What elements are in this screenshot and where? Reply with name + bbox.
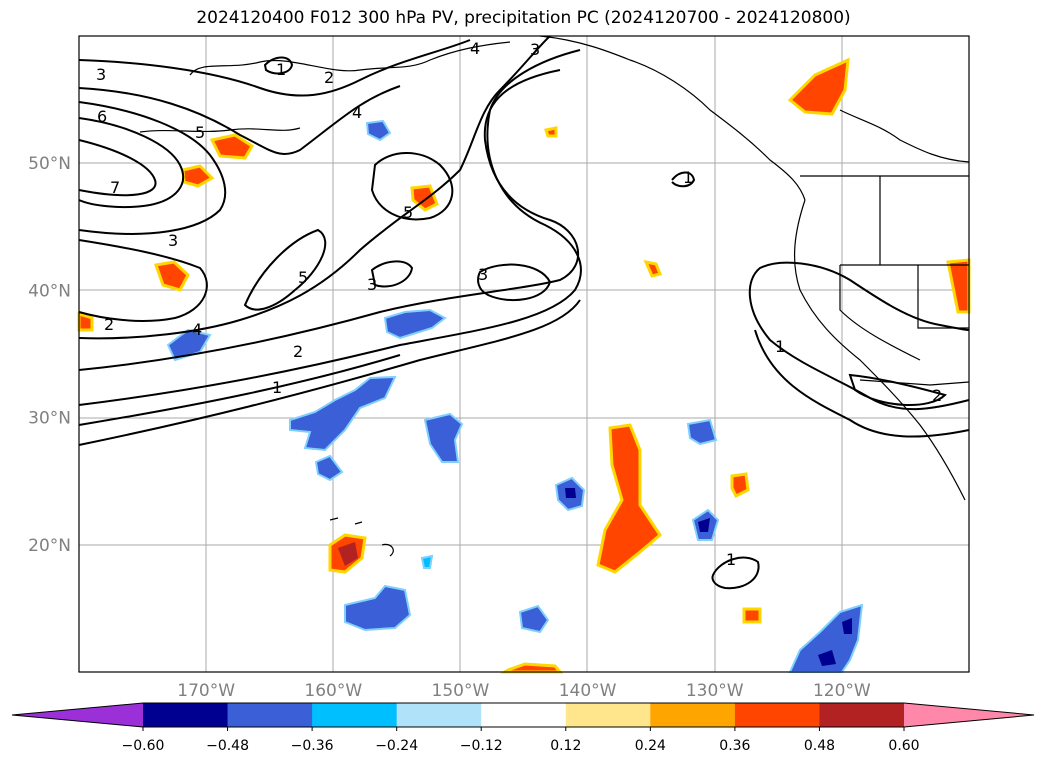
contour-label: 3: [530, 40, 540, 59]
map-title: 2024120400 F012 300 hPa PV, precipitatio…: [196, 8, 851, 28]
contour-label: 1: [726, 550, 736, 569]
contour-label: 2: [293, 342, 303, 361]
contour-label: 5: [298, 268, 308, 287]
colorbar-swatch: [312, 703, 398, 727]
longitude-tick-label: 170°W: [177, 681, 235, 701]
contour-label: 2: [104, 315, 114, 334]
map-frame: [78, 35, 970, 673]
contour-label: 2: [932, 386, 942, 405]
longitude-tick-label: 140°W: [559, 681, 617, 701]
contour-label: 3: [478, 265, 488, 284]
colorbar-tick-label: 0.12: [550, 738, 581, 754]
precip-negative-cores: [565, 488, 852, 666]
longitude-tick-label: 130°W: [686, 681, 744, 701]
contour-label: 4: [352, 103, 362, 122]
contour-label: 1: [683, 168, 693, 187]
colorbar-swatch: [396, 703, 482, 727]
latitude-tick-label: 40°N: [28, 281, 71, 301]
precip-positive-cores: [338, 542, 358, 566]
precip-negative-areas: [166, 119, 864, 673]
contour-label: 2: [324, 68, 334, 87]
colorbar-tick-label: −0.12: [460, 738, 503, 754]
contour-label: 5: [403, 203, 413, 222]
contour-label: 3: [168, 231, 178, 250]
contour-label: 6: [97, 107, 107, 126]
longitude-labels: 170°W 160°W 150°W 140°W 130°W 120°W: [177, 681, 871, 701]
contour-label: 3: [367, 275, 377, 294]
longitude-tick-label: 150°W: [432, 681, 490, 701]
contour-label: 1: [276, 60, 286, 79]
contour-label: 1: [272, 378, 282, 397]
colorbar-tick-label: 0.36: [719, 738, 750, 754]
colorbar-tick-label: −0.60: [122, 738, 165, 754]
longitude-tick-label: 120°W: [813, 681, 871, 701]
colorbar-tick-label: −0.48: [206, 738, 249, 754]
colorbar-tick-label: 0.60: [888, 738, 919, 754]
latitude-labels: 50°N 40°N 30°N 20°N: [28, 154, 71, 556]
contour-label: 1: [775, 337, 785, 356]
colorbar-swatch: [565, 703, 651, 727]
colorbar-extension-low: [12, 703, 143, 727]
contour-label-group: 3 6 7 3 2 1 2 4 5 5 3 1 4 3 2 1 1 1 2 4 …: [96, 39, 942, 569]
colorbar-tick-label: −0.24: [375, 738, 418, 754]
latitude-tick-label: 20°N: [28, 536, 71, 556]
contour-label: 4: [192, 320, 202, 339]
latitude-tick-label: 30°N: [28, 409, 71, 429]
colorbar: [11, 702, 1035, 728]
longitude-tick-label: 160°W: [304, 681, 362, 701]
colorbar-swatch: [734, 703, 820, 727]
precip-positive-areas: [77, 57, 971, 674]
latitude-tick-label: 50°N: [28, 154, 71, 174]
contour-label: 7: [110, 178, 120, 197]
colorbar-swatch: [481, 703, 567, 727]
colorbar-swatch: [650, 703, 736, 727]
colorbar-tick-labels: −0.60 −0.48 −0.36 −0.24 −0.12 0.12 0.24 0.36 0.4…: [122, 727, 920, 754]
colorbar-swatch: [819, 703, 905, 727]
contour-label: 3: [96, 65, 106, 84]
contour-label: 5: [195, 123, 205, 142]
colorbar-extension-high: [904, 703, 1034, 727]
colorbar-tick-label: 0.48: [804, 738, 835, 754]
gridlines: [79, 36, 969, 672]
colorbar-swatch: [227, 703, 313, 727]
colorbar-tick-label: −0.36: [291, 738, 334, 754]
colorbar-tick-label: 0.24: [635, 738, 666, 754]
contour-label: 4: [470, 39, 480, 58]
coastlines: [139, 35, 970, 557]
colorbar-swatch: [143, 703, 229, 727]
pv-contour-lines: [78, 35, 970, 590]
